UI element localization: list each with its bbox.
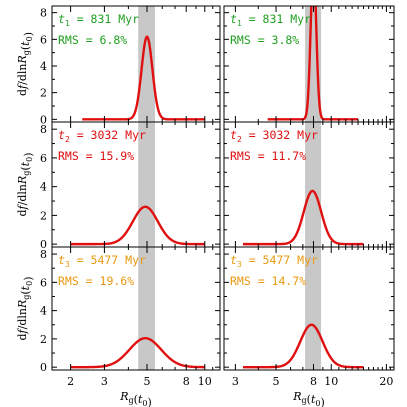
panel-row1-left: 0 2 4 6 8 t1 = 831 Myr RMS = 6.8% <box>40 5 221 126</box>
y-tick-label: 0 <box>40 113 47 126</box>
y-tick-label: 8 <box>40 248 47 261</box>
y-tick-label: 4 <box>40 181 47 194</box>
time-annotation: t2 = 3032 Myr <box>230 128 318 144</box>
distribution-curve <box>242 323 365 369</box>
y-axis-title: df/dlnRg(t0) <box>16 276 35 340</box>
time-annotation: t3 = 5477 Myr <box>230 253 318 269</box>
y-axis-title: df/dlnRg(t0) <box>16 152 35 216</box>
x-tick-label: 2 <box>67 375 74 388</box>
y-tick-label: 6 <box>40 152 47 165</box>
distribution-curve <box>266 6 359 121</box>
y-tick-label: 8 <box>40 7 47 20</box>
distribution-curve <box>69 336 206 369</box>
y-axis-title: df/dlnRg(t0) <box>16 32 35 96</box>
rms-annotation: RMS = 14.7% <box>230 274 306 288</box>
x-tick-label: 3 <box>101 375 108 388</box>
x-tick-label: 20 <box>379 375 393 388</box>
x-tick-label: 5 <box>144 375 151 388</box>
time-annotation: t1 = 831 Myr <box>58 12 139 28</box>
x-tick-label: 10 <box>324 375 338 388</box>
radius-band <box>138 6 155 122</box>
rms-annotation: RMS = 11.7% <box>230 149 306 163</box>
rms-annotation: RMS = 3.8% <box>230 33 299 47</box>
panel-frame <box>51 246 221 371</box>
panel-row1-right: t1 = 831 Myr RMS = 3.8% <box>223 5 395 123</box>
distribution-curve <box>242 189 365 246</box>
y-tick-label: 6 <box>40 33 47 46</box>
rms-annotation: RMS = 15.9% <box>58 149 134 163</box>
y-tick-label: 4 <box>40 305 47 318</box>
x-tick-label: 8 <box>310 375 317 388</box>
panel-row2-left: 0 2 4 6 8 t2 = 3032 Myr RMS = 15.9% <box>40 121 221 251</box>
panel-frame <box>223 246 395 371</box>
time-annotation: t1 = 831 Myr <box>230 12 311 28</box>
y-tick-label: 6 <box>40 276 47 289</box>
y-tick-label: 2 <box>40 87 47 100</box>
x-tick-label: 5 <box>273 375 280 388</box>
y-tick-label: 0 <box>40 238 47 251</box>
radius-band <box>305 247 322 370</box>
x-axis-title: Rg(t0) <box>292 390 325 407</box>
y-tick-label: 0 <box>40 361 47 374</box>
time-annotation: t3 = 5477 Myr <box>58 253 146 269</box>
rms-annotation: RMS = 19.6% <box>58 274 134 288</box>
panel-row2-right: t2 = 3032 Myr RMS = 11.7% <box>223 121 395 248</box>
distribution-curve <box>81 35 206 121</box>
x-tick-label: 3 <box>232 375 239 388</box>
distribution-curve <box>69 205 206 246</box>
y-tick-label: 2 <box>40 209 47 222</box>
y-tick-label: 8 <box>40 123 47 136</box>
radius-band <box>305 122 322 247</box>
y-tick-label: 2 <box>40 333 47 346</box>
y-tick-label: 4 <box>40 60 47 73</box>
x-tick-label: 10 <box>198 375 212 388</box>
panel-row3-right: 3 5 8 10 20 t3 = 5477 Myr RMS = 14.7% <box>223 246 395 388</box>
rms-annotation: RMS = 6.8% <box>58 33 127 47</box>
x-axis-title: Rg(t0) <box>119 390 152 407</box>
panel-row3-left: 0 2 4 6 8 2 3 5 8 10 t3 = 5477 Myr RMS = 19.6% <box>40 246 221 388</box>
radius-band <box>138 122 155 247</box>
time-annotation: t2 = 3032 Myr <box>58 128 146 144</box>
x-tick-label: 8 <box>183 375 190 388</box>
